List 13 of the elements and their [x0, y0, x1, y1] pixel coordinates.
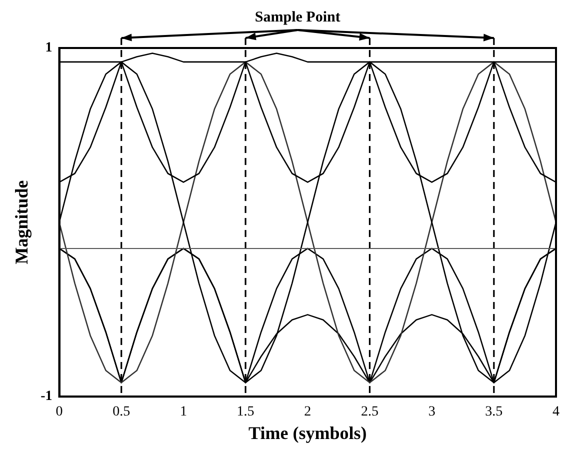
y-axis-title: Magnitude: [11, 180, 32, 264]
x-tick-label: 2: [304, 404, 312, 420]
x-tick-label: 1: [180, 404, 187, 420]
x-axis-title: Time (symbols): [248, 422, 367, 443]
x-tick-label: 0.5: [112, 404, 130, 420]
x-tick-label: 0: [56, 404, 63, 420]
y-tick-label: -1: [40, 389, 52, 404]
x-tick-label: 1.5: [236, 404, 254, 420]
x-tick-label: 2.5: [360, 404, 378, 420]
x-tick-label: 4: [552, 404, 560, 420]
x-tick-label: 3.5: [485, 404, 503, 420]
text: Sample Point: [254, 9, 340, 26]
x-tick-label: 3: [428, 404, 436, 420]
